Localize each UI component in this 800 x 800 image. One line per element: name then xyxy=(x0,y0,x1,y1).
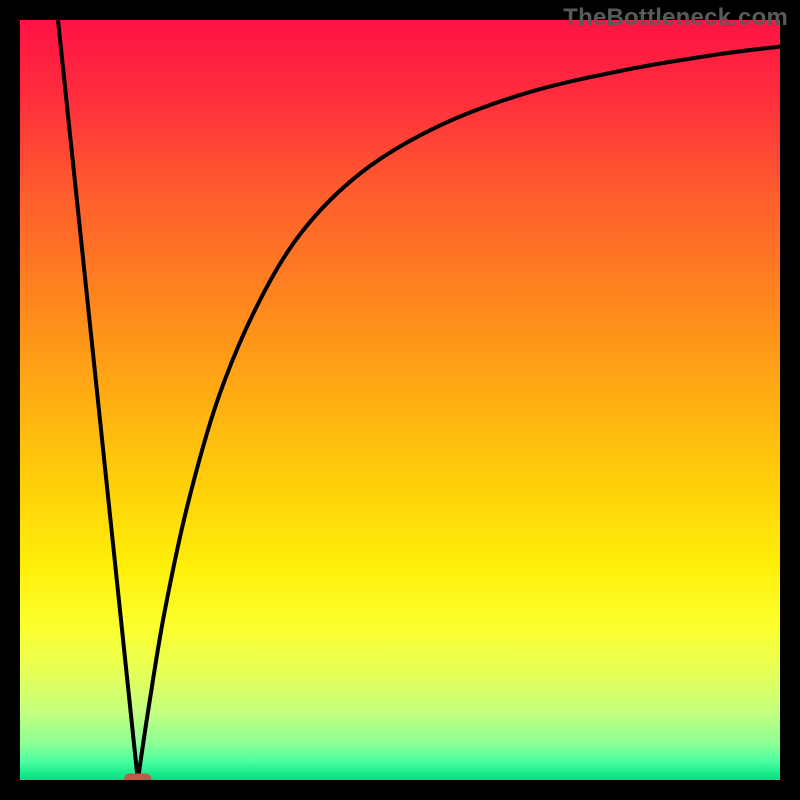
chart-container: TheBottleneck.com xyxy=(0,0,800,800)
gradient-background xyxy=(20,20,780,780)
plot-area xyxy=(20,20,780,780)
watermark-text: TheBottleneck.com xyxy=(563,4,788,32)
